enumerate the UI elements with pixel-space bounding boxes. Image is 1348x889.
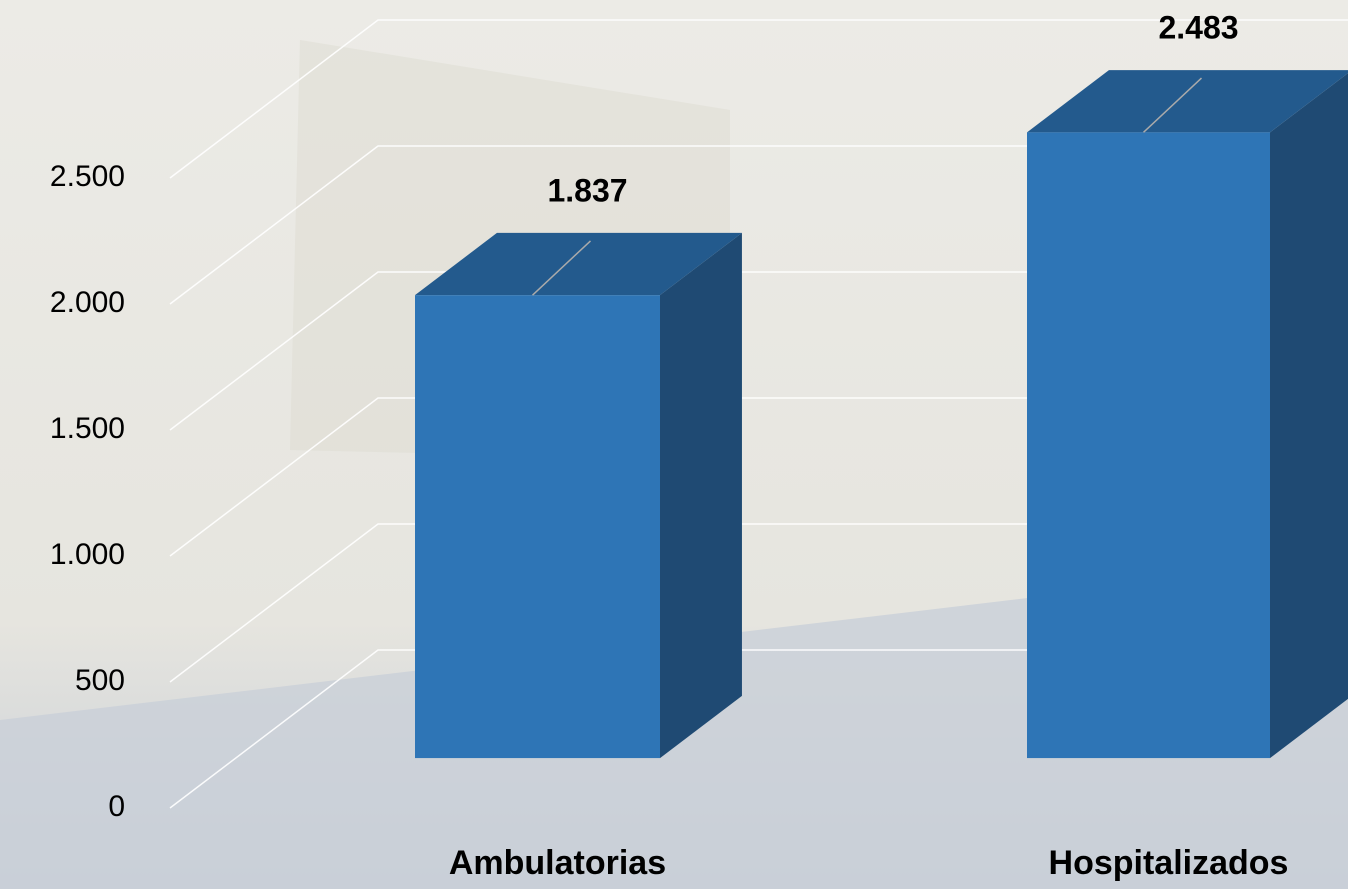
- grid: [169, 19, 1348, 809]
- y-tick-label: 0: [108, 790, 125, 823]
- bar: [415, 295, 660, 759]
- leader-line: [531, 240, 592, 296]
- leader-line: [1142, 77, 1203, 133]
- y-tick-label: 1.000: [50, 538, 125, 571]
- grid-line: [169, 397, 1348, 557]
- y-tick-label: 500: [75, 664, 125, 697]
- grid-line: [169, 649, 1348, 809]
- grid-line: [169, 271, 1348, 431]
- bar-side: [660, 232, 742, 759]
- x-tick-label: Ambulatorias: [449, 844, 666, 882]
- bar-top: [1027, 70, 1348, 133]
- bar-side: [1270, 73, 1348, 759]
- x-tick-label: Hospitalizados: [1049, 844, 1289, 882]
- bar-top: [415, 232, 742, 296]
- grid-line: [169, 523, 1348, 683]
- grid-line: [169, 19, 1348, 179]
- value-label: 2.483: [1158, 10, 1238, 46]
- y-tick-label: 2.000: [50, 286, 125, 319]
- value-label: 1.837: [547, 172, 627, 208]
- y-tick-label: 2.500: [50, 160, 125, 193]
- grid-line: [169, 145, 1348, 305]
- y-tick-label: 1.500: [50, 412, 125, 445]
- bars: 1.837 2.483: [415, 10, 1348, 759]
- bar: [1027, 132, 1270, 759]
